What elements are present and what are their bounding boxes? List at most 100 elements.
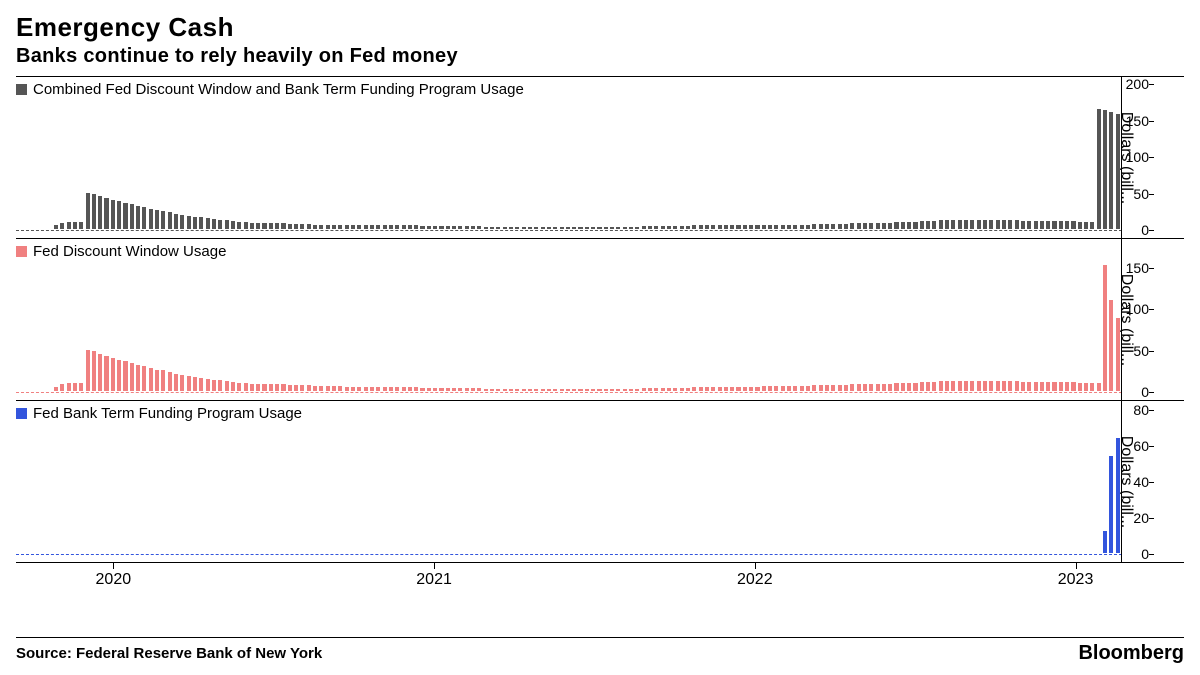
bar: [427, 226, 431, 229]
bar: [237, 383, 241, 391]
bar: [383, 387, 387, 391]
bar: [1034, 382, 1038, 391]
bar: [667, 388, 671, 391]
bar: [471, 388, 475, 391]
bar: [452, 388, 456, 391]
bar: [471, 226, 475, 229]
bar: [945, 220, 949, 229]
bar: [920, 221, 924, 229]
bar: [54, 225, 58, 229]
bar: [1097, 383, 1101, 391]
bar: [743, 225, 747, 229]
bar: [888, 223, 892, 230]
bar: [168, 212, 172, 229]
bar: [932, 221, 936, 229]
panel-discount-window: Fed Discount Window Usage050100150Dollar…: [16, 238, 1184, 400]
bar: [585, 227, 589, 229]
bar: [724, 387, 728, 391]
bar: [692, 387, 696, 391]
bar: [913, 383, 917, 391]
x-tick-mark: [113, 563, 114, 569]
bar: [806, 386, 810, 391]
bar: [275, 223, 279, 229]
bar: [869, 384, 873, 391]
bar: [1052, 382, 1056, 391]
bar: [983, 381, 987, 391]
bar: [477, 226, 481, 229]
bar: [389, 387, 393, 391]
bar: [414, 387, 418, 391]
y-tick-mark: [1149, 554, 1154, 555]
bar: [547, 227, 551, 229]
bar: [433, 226, 437, 229]
bar: [490, 389, 494, 391]
bar: [522, 389, 526, 391]
bar: [1109, 300, 1113, 391]
y-tick-mark: [1149, 84, 1154, 85]
bar: [699, 387, 703, 391]
y-tick-mark: [1149, 268, 1154, 269]
chart-footer: Source: Federal Reserve Bank of New York…: [16, 637, 1184, 665]
bar: [591, 227, 595, 229]
bar: [528, 389, 532, 391]
bar: [338, 386, 342, 391]
bar: [1059, 382, 1063, 391]
bar: [161, 211, 165, 229]
bar: [174, 374, 178, 391]
bar: [199, 217, 203, 229]
y-tick-mark: [1149, 121, 1154, 122]
bar: [1109, 112, 1113, 229]
bar: [180, 375, 184, 392]
bar: [446, 226, 450, 229]
bar: [781, 386, 785, 391]
bar: [819, 224, 823, 229]
bar: [351, 387, 355, 391]
bar: [288, 385, 292, 391]
bar: [989, 381, 993, 391]
chart-panels: Combined Fed Discount Window and Bank Te…: [16, 76, 1184, 562]
bar: [136, 365, 140, 391]
bar: [193, 377, 197, 391]
source-text: Source: Federal Reserve Bank of New York: [16, 645, 322, 662]
bar: [705, 225, 709, 229]
x-tick-label: 2022: [737, 571, 773, 589]
bar: [876, 384, 880, 391]
bar: [408, 387, 412, 391]
bar: [130, 204, 134, 229]
bar: [781, 225, 785, 229]
y-tick-label: 0: [1119, 384, 1149, 400]
bar: [970, 220, 974, 229]
bar: [225, 220, 229, 229]
bar: [98, 196, 102, 229]
bar: [1109, 456, 1113, 553]
bar: [465, 226, 469, 229]
bar: [332, 386, 336, 391]
bar: [604, 389, 608, 391]
bar: [73, 222, 77, 229]
bar: [262, 384, 266, 391]
bar: [610, 227, 614, 229]
bar: [996, 381, 1000, 391]
bar: [117, 360, 121, 391]
bar: [149, 368, 153, 391]
bar: [635, 227, 639, 229]
bars: [16, 401, 1122, 562]
bar: [901, 383, 905, 391]
bar: [193, 217, 197, 229]
bar: [907, 383, 911, 391]
bar: [812, 385, 816, 391]
bar: [793, 225, 797, 229]
bar: [578, 227, 582, 229]
bar: [357, 387, 361, 391]
bar: [187, 216, 191, 229]
bar: [907, 222, 911, 229]
bar: [977, 220, 981, 229]
bar: [793, 386, 797, 391]
brand-logo: Bloomberg: [1078, 642, 1184, 665]
bar: [1046, 221, 1050, 229]
x-tick-label: 2023: [1058, 571, 1094, 589]
bar: [654, 226, 658, 229]
bar: [250, 223, 254, 230]
plot-area: [16, 239, 1122, 400]
y-tick-mark: [1149, 482, 1154, 483]
